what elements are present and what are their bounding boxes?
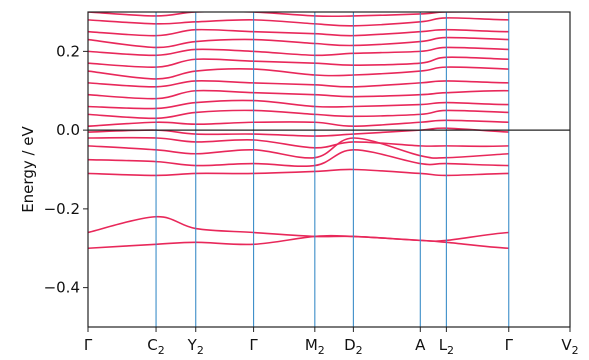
y-ticks-layer: 0.2 0.0 −0.2 −0.4 xyxy=(44,42,88,297)
y-tick-label-0: 0.2 xyxy=(56,42,80,60)
band-line-6 xyxy=(88,127,509,137)
x-tick-label-9: V2 xyxy=(561,336,578,357)
x-tick-label-2: Y2 xyxy=(187,336,204,357)
x-tick-label-5: D2 xyxy=(344,336,363,357)
x-ticks-layer: Γ C2 Y2 Γ M2 D2 A L2 Γ V2 xyxy=(84,327,579,357)
x-tick-label-8: Γ xyxy=(505,336,514,354)
x-tick-label-4: M2 xyxy=(305,336,325,357)
band-line-5 xyxy=(88,136,509,149)
band-line-9 xyxy=(88,99,509,110)
x-tick-label-3: Γ xyxy=(249,336,258,354)
y-tick-label-3: −0.4 xyxy=(44,279,80,297)
x-tick-label-7: L2 xyxy=(439,336,454,357)
x-tick-label-0: Γ xyxy=(84,336,93,354)
band-line-17 xyxy=(88,17,509,27)
band-line-13 xyxy=(88,56,509,68)
band-line-16 xyxy=(88,28,509,37)
y-axis-label: Energy / eV xyxy=(19,125,37,212)
band-line-11 xyxy=(88,79,509,88)
band-line-10 xyxy=(88,89,509,100)
band-line-12 xyxy=(88,66,509,80)
y-tick-label-1: 0.0 xyxy=(56,121,80,139)
band-line-0 xyxy=(88,234,509,250)
band-line-14 xyxy=(88,46,509,57)
x-tick-label-1: C2 xyxy=(147,336,164,357)
plot-frame xyxy=(87,11,571,328)
kpoint-lines-layer xyxy=(155,12,510,327)
band-line-8 xyxy=(88,109,509,120)
band-line-2 xyxy=(88,168,509,177)
band-line-4 xyxy=(88,137,509,159)
band-line-15 xyxy=(88,36,509,49)
band-line-1 xyxy=(88,215,509,242)
y-tick-label-2: −0.2 xyxy=(44,200,80,218)
x-tick-label-6: A xyxy=(415,336,426,354)
band-line-7 xyxy=(88,119,509,127)
